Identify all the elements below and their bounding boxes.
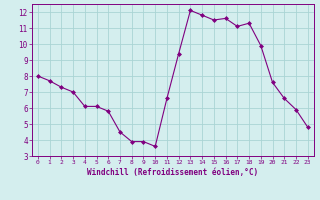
X-axis label: Windchill (Refroidissement éolien,°C): Windchill (Refroidissement éolien,°C): [87, 168, 258, 177]
